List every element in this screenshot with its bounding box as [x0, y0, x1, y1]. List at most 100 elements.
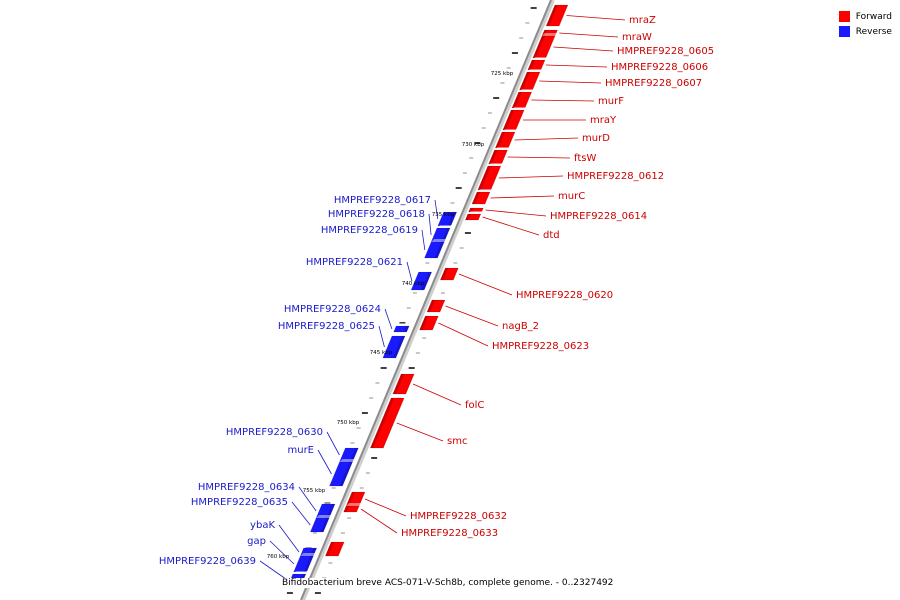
gene-body [494, 131, 516, 149]
gene-hmpref9228-0633[interactable] [343, 503, 363, 513]
gene-label-mray[interactable]: mraY [590, 115, 617, 126]
gene-label-hmpref9228-0605[interactable]: HMPREF9228_0605 [617, 46, 714, 57]
gene-shade [465, 214, 471, 220]
gene-label-nagb-2[interactable]: nagB_2 [502, 321, 539, 332]
gene-shade [326, 504, 335, 518]
gene-murf[interactable] [511, 89, 535, 109]
gene-mray[interactable] [502, 107, 528, 131]
gene-hmpref9228-0625[interactable] [382, 333, 408, 359]
gene-hmpref9228-0623[interactable] [419, 313, 442, 331]
gene-label-mure[interactable]: murE [287, 445, 314, 456]
legend-reverse: Reverse [838, 24, 892, 39]
gene-hmpref9228-0621[interactable] [410, 269, 435, 291]
gene-smc[interactable] [369, 395, 408, 449]
gene-hmpref9228-0614[interactable] [468, 205, 487, 213]
axis-label: 760 kbp [267, 554, 290, 560]
gene-label-murd[interactable]: murD [582, 133, 610, 144]
gene-folc[interactable] [392, 371, 418, 395]
gene-gap[interactable] [293, 553, 317, 573]
gene-label-gap[interactable]: gap [247, 536, 266, 547]
gene-label-hmpref9228-0623[interactable]: HMPREF9228_0623 [492, 341, 589, 352]
gene-shade [519, 72, 530, 90]
gene-hmpref9228-0620[interactable] [439, 265, 462, 281]
gene-highlight [443, 209, 460, 212]
gene-shade [441, 228, 450, 242]
gene-label-hmpref9228-0612[interactable]: HMPREF9228_0612 [567, 171, 664, 182]
gene-murd[interactable] [494, 129, 518, 149]
gene-label-murc[interactable]: murC [558, 191, 585, 202]
gene-hmpref9228-0617[interactable] [437, 209, 460, 227]
genome-backbone [300, 0, 555, 600]
gene-label-smc[interactable]: smc [447, 436, 467, 447]
gene-body [468, 207, 484, 213]
gene-body [464, 213, 482, 221]
gene-highlight [425, 313, 442, 316]
gene-shade [477, 166, 491, 190]
gene-label-murf[interactable]: murF [598, 96, 624, 107]
gene-hmpref9228-0630[interactable] [339, 445, 362, 463]
legend: Forward Reverse [838, 9, 892, 39]
gene-body [477, 165, 502, 191]
gene-label-ftsw[interactable]: ftsW [574, 153, 596, 164]
gene-label-hmpref9228-0633[interactable]: HMPREF9228_0633 [401, 528, 498, 539]
leader-hmpref9228-0624 [384, 308, 393, 330]
gene-shade [434, 242, 445, 258]
gene-label-ybak[interactable]: ybaK [250, 520, 275, 531]
gene-hmpref9228-0624[interactable] [393, 323, 413, 333]
gene-body [309, 517, 330, 533]
gene-highlight [392, 333, 408, 336]
gene-highlight [542, 33, 558, 36]
gene-shade [488, 150, 498, 164]
gene-label-folc[interactable]: folC [465, 400, 484, 411]
gene-label-hmpref9228-0639[interactable]: HMPREF9228_0639 [159, 556, 256, 567]
gene-label-hmpref9228-0607[interactable]: HMPREF9228_0607 [605, 78, 702, 89]
gene-label-hmpref9228-0625[interactable]: HMPREF9228_0625 [278, 321, 375, 332]
gene-label-hmpref9228-0635[interactable]: HMPREF9228_0635 [191, 497, 288, 508]
gene-label-hmpref9228-0634[interactable]: HMPREF9228_0634 [198, 482, 295, 493]
gene-label-dtd[interactable]: dtd [543, 230, 560, 241]
gene-highlight [437, 225, 453, 228]
gene-nagb-2[interactable] [426, 297, 448, 313]
gene-label-hmpref9228-0619[interactable]: HMPREF9228_0619 [321, 225, 418, 236]
gene-label-hmpref9228-0621[interactable]: HMPREF9228_0621 [306, 257, 403, 268]
gene-hmpref9228-0635[interactable] [309, 515, 333, 533]
gene-highlight [518, 89, 535, 92]
gene-label-hmpref9228-0624[interactable]: HMPREF9228_0624 [284, 304, 381, 315]
gene-body [293, 555, 314, 573]
gene-hmpref9228-0619[interactable] [424, 239, 448, 259]
gene-highlight [346, 503, 363, 506]
gene-murc[interactable] [471, 189, 493, 205]
gene-highlight [352, 489, 368, 492]
leader-hmpref9228-0625 [378, 325, 385, 348]
gene-shade [440, 268, 449, 280]
legend-reverse-label: Reverse [855, 26, 892, 37]
gene-label-mraw[interactable]: mraW [622, 32, 652, 43]
gene-hmpref9228-0612[interactable] [477, 163, 504, 191]
gene-mure[interactable] [329, 459, 356, 487]
gene-label-hmpref9228-0617[interactable]: HMPREF9228_0617 [334, 195, 431, 206]
gene-label-hmpref9228-0620[interactable]: HMPREF9228_0620 [516, 290, 613, 301]
gene-hmpref9228-0607[interactable] [519, 69, 544, 91]
gene-ftsw[interactable] [488, 147, 511, 165]
gene-label-hmpref9228-0614[interactable]: HMPREF9228_0614 [550, 211, 647, 222]
gene-mraz[interactable] [545, 2, 571, 27]
gene-dtd[interactable] [464, 211, 484, 221]
gene-highlight [391, 395, 408, 398]
gene-label-hmpref9228-0606[interactable]: HMPREF9228_0606 [611, 62, 708, 73]
gene-shade [320, 518, 330, 532]
gene-hmpref9228-0605[interactable] [532, 33, 558, 59]
gene-highlight [487, 163, 504, 166]
gene-hmpref9228-0634[interactable] [315, 501, 338, 519]
gene-shade [349, 448, 359, 462]
gene-label-hmpref9228-0630[interactable]: HMPREF9228_0630 [226, 427, 323, 438]
gene-label-mraz[interactable]: mraZ [629, 15, 656, 26]
gene-shade [447, 212, 457, 226]
gene-label-hmpref9228-0632[interactable]: HMPREF9228_0632 [410, 511, 507, 522]
leader-hmpref9228-0605 [553, 46, 614, 52]
gene-shade [427, 300, 435, 312]
gene-unlabeled-forward[interactable] [324, 539, 348, 557]
gene-hmpref9228-0606[interactable] [527, 57, 548, 71]
gene-hmpref9228-0618[interactable] [430, 225, 453, 243]
gene-label-hmpref9228-0618[interactable]: HMPREF9228_0618 [328, 209, 425, 220]
backbone-line [300, 0, 552, 600]
